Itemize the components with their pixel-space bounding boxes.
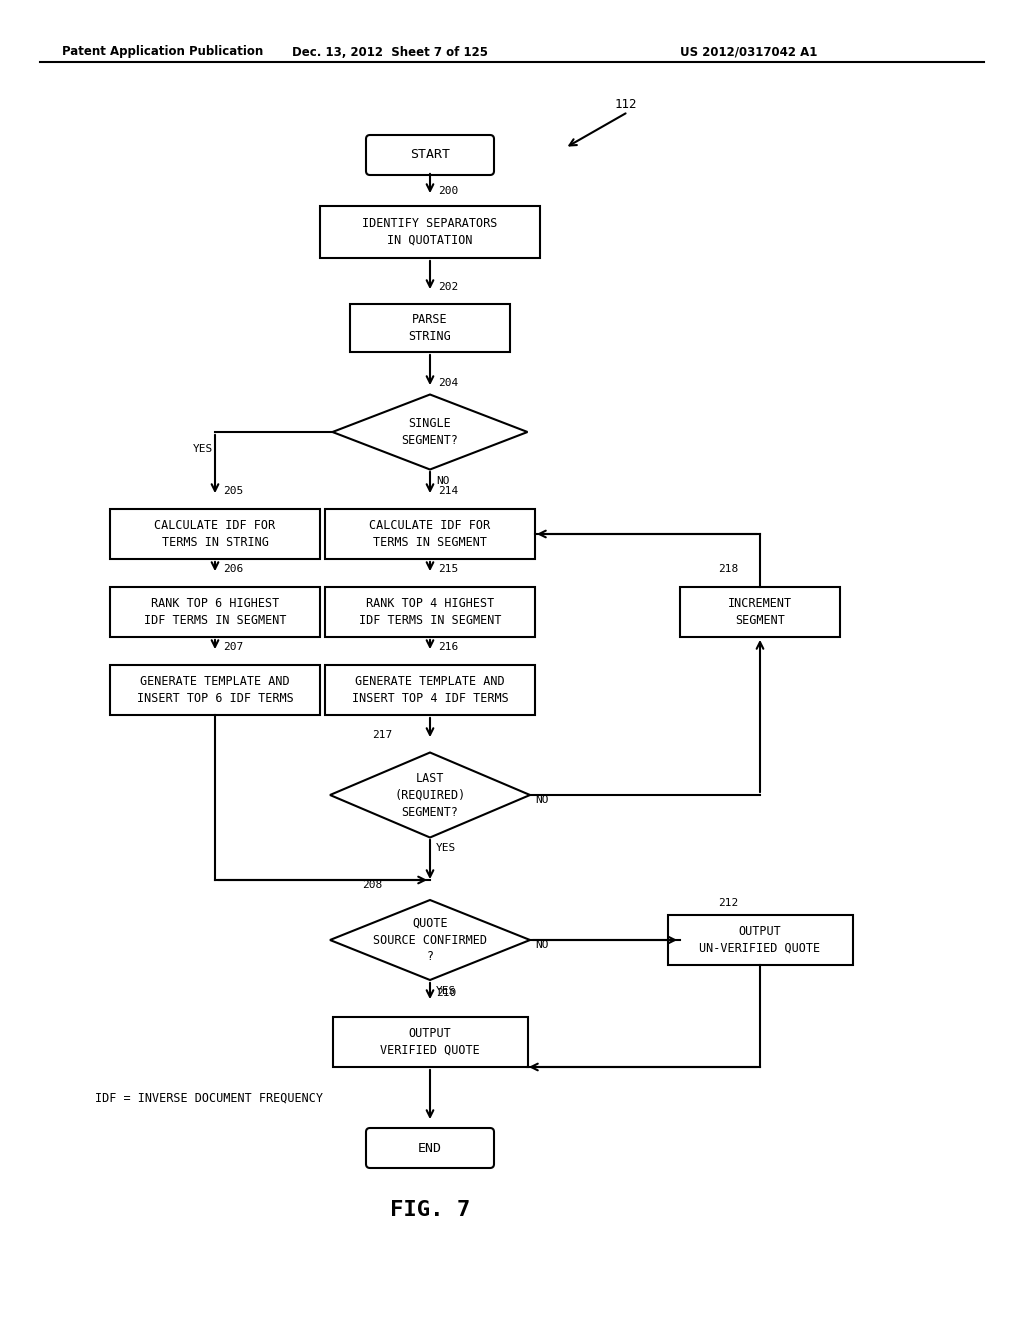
Bar xyxy=(350,304,510,352)
Text: CALCULATE IDF FOR
TERMS IN STRING: CALCULATE IDF FOR TERMS IN STRING xyxy=(155,519,275,549)
Text: RANK TOP 6 HIGHEST
IDF TERMS IN SEGMENT: RANK TOP 6 HIGHEST IDF TERMS IN SEGMENT xyxy=(143,597,287,627)
Bar xyxy=(668,915,853,965)
Text: 200: 200 xyxy=(438,186,459,195)
Polygon shape xyxy=(330,900,530,979)
Text: GENERATE TEMPLATE AND
INSERT TOP 4 IDF TERMS: GENERATE TEMPLATE AND INSERT TOP 4 IDF T… xyxy=(351,675,508,705)
Text: PARSE
STRING: PARSE STRING xyxy=(409,313,452,343)
Text: 202: 202 xyxy=(438,282,459,292)
Text: START: START xyxy=(410,149,450,161)
Text: NO: NO xyxy=(535,940,549,950)
Text: INCREMENT
SEGMENT: INCREMENT SEGMENT xyxy=(728,597,792,627)
Bar xyxy=(680,587,840,638)
Bar xyxy=(333,1016,527,1067)
Text: SINGLE
SEGMENT?: SINGLE SEGMENT? xyxy=(401,417,459,447)
Text: Patent Application Publication: Patent Application Publication xyxy=(62,45,263,58)
Bar xyxy=(325,665,535,715)
Polygon shape xyxy=(330,752,530,837)
Text: IDF = INVERSE DOCUMENT FREQUENCY: IDF = INVERSE DOCUMENT FREQUENCY xyxy=(95,1092,323,1105)
Text: Dec. 13, 2012  Sheet 7 of 125: Dec. 13, 2012 Sheet 7 of 125 xyxy=(292,45,488,58)
Text: 208: 208 xyxy=(362,880,382,890)
FancyBboxPatch shape xyxy=(366,135,494,176)
Text: 217: 217 xyxy=(372,730,392,741)
Text: OUTPUT
VERIFIED QUOTE: OUTPUT VERIFIED QUOTE xyxy=(380,1027,480,1057)
Text: YES: YES xyxy=(193,444,213,454)
Text: NO: NO xyxy=(436,477,450,486)
Text: FIG. 7: FIG. 7 xyxy=(390,1200,470,1220)
Text: NO: NO xyxy=(535,795,549,805)
Text: YES: YES xyxy=(436,986,457,997)
Text: GENERATE TEMPLATE AND
INSERT TOP 6 IDF TERMS: GENERATE TEMPLATE AND INSERT TOP 6 IDF T… xyxy=(136,675,293,705)
Bar xyxy=(110,510,319,558)
Text: RANK TOP 4 HIGHEST
IDF TERMS IN SEGMENT: RANK TOP 4 HIGHEST IDF TERMS IN SEGMENT xyxy=(358,597,502,627)
FancyBboxPatch shape xyxy=(366,1129,494,1168)
Bar xyxy=(325,587,535,638)
Text: END: END xyxy=(418,1142,442,1155)
Text: OUTPUT
UN-VERIFIED QUOTE: OUTPUT UN-VERIFIED QUOTE xyxy=(699,925,820,954)
Text: QUOTE
SOURCE CONFIRMED
?: QUOTE SOURCE CONFIRMED ? xyxy=(373,916,487,964)
Text: 214: 214 xyxy=(438,486,459,496)
Text: 210: 210 xyxy=(436,987,457,998)
Text: 204: 204 xyxy=(438,378,459,388)
Text: CALCULATE IDF FOR
TERMS IN SEGMENT: CALCULATE IDF FOR TERMS IN SEGMENT xyxy=(370,519,490,549)
Text: 205: 205 xyxy=(223,486,244,496)
Bar xyxy=(110,587,319,638)
Text: LAST
(REQUIRED)
SEGMENT?: LAST (REQUIRED) SEGMENT? xyxy=(394,771,466,818)
Text: 218: 218 xyxy=(718,564,738,574)
Bar xyxy=(319,206,540,257)
Text: US 2012/0317042 A1: US 2012/0317042 A1 xyxy=(680,45,817,58)
Text: IDENTIFY SEPARATORS
IN QUOTATION: IDENTIFY SEPARATORS IN QUOTATION xyxy=(362,216,498,247)
Text: 207: 207 xyxy=(223,642,244,652)
Text: YES: YES xyxy=(436,843,457,853)
Text: 215: 215 xyxy=(438,564,459,574)
Polygon shape xyxy=(333,395,527,470)
Bar xyxy=(325,510,535,558)
Text: 112: 112 xyxy=(615,99,638,111)
Bar xyxy=(110,665,319,715)
Text: 216: 216 xyxy=(438,642,459,652)
Text: 212: 212 xyxy=(718,898,738,908)
Text: 206: 206 xyxy=(223,564,244,574)
